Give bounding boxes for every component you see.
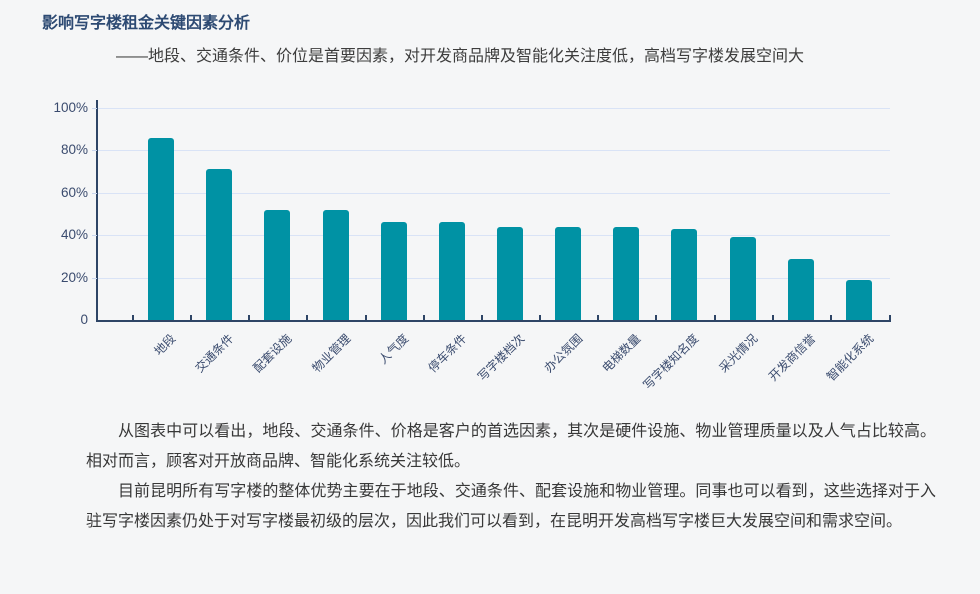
category-slot: 写字楼知名度 [641, 100, 713, 392]
gridline-80% [98, 150, 890, 152]
gridline-100% [98, 108, 890, 109]
y-axis-tick [92, 150, 97, 152]
page-subtitle: ——地段、交通条件、价位是首要因素，对开发商品牌及智能化关注度低，高档写字楼发展… [116, 48, 805, 65]
analysis-paragraph-2: 目前昆明所有写字楼的整体优势主要在于地段、交通条件、配套设施和物业管理。同事也可… [86, 483, 936, 530]
bar-chart: 0 20% 40% 60% 80% 100% 地段 交通条件 配套设施 物业管理 人气度 停车条件写… [0, 100, 980, 405]
category-slot: 交通条件 [190, 100, 248, 375]
y-axis-tick [92, 108, 97, 109]
bar-电梯数量 [613, 227, 640, 320]
category-slot: 办公氛围 [539, 100, 597, 375]
x-axis-label: 采光情况 [716, 331, 760, 376]
bar-物业管理 [322, 210, 349, 320]
category-slot: 写字楼档次 [475, 100, 539, 384]
x-axis-label: 智能化系统 [823, 331, 877, 384]
x-axis-label: 交通条件 [192, 331, 237, 376]
gridline-40% [98, 235, 890, 237]
x-axis-label: 写字楼知名度 [640, 331, 702, 393]
x-axis-label: 写字楼档次 [474, 331, 528, 384]
y-axis-tick [92, 235, 97, 237]
category-slot: 配套设施 [248, 100, 306, 375]
y-axis-label: 20% [60, 269, 88, 285]
x-axis-label: 电梯数量 [599, 331, 644, 376]
bar-办公氛围 [555, 227, 582, 320]
category-slot: 停车条件 [422, 100, 481, 375]
analysis-text-block: 从图表中可以看出，地段、交通条件、价格是客户的首选因素，其次是硬件设施、物业管理… [86, 417, 936, 537]
bar-开发商信誉 [787, 259, 814, 320]
bar-停车条件 [438, 222, 465, 320]
report-page: 影响写字楼租金关键因素分析 ——地段、交通条件、价位是首要因素，对开发商品牌及智… [0, 14, 980, 594]
gridline-60% [98, 192, 890, 194]
x-axis-label: 开发商信誉 [765, 331, 819, 384]
bar-配套设施 [264, 210, 291, 320]
y-axis-label: 60% [60, 184, 88, 200]
category-slot: 开发商信誉 [766, 100, 830, 384]
x-axis-label: 配套设施 [250, 331, 295, 376]
y-axis-tick [92, 192, 97, 194]
category-slot: 人气度 [364, 100, 423, 367]
category-slot: 智能化系统 [824, 100, 888, 384]
x-axis-label: 人气度 [375, 331, 412, 367]
x-axis-label: 物业管理 [309, 331, 353, 376]
x-axis-label: 办公氛围 [541, 331, 586, 376]
bar-采光情况 [729, 237, 756, 320]
bar-交通条件 [206, 169, 233, 320]
category-slot: 采光情况 [713, 100, 772, 375]
bar-series: 地段 交通条件 配套设施 物业管理 人气度 停车条件 写字楼档次 办公氛围 电梯数量 写字楼知名度… [98, 100, 890, 392]
y-axis-labels: 0 20% 40% 60% 80% 100% [0, 100, 88, 327]
category-slot: 电梯数量 [597, 100, 655, 375]
bar-写字楼知名度 [671, 229, 698, 320]
y-axis-label: 40% [60, 227, 88, 243]
category-slot: 地段 [132, 100, 190, 358]
y-axis-label: 0 [80, 312, 88, 327]
bar-地段 [148, 138, 175, 320]
bar-人气度 [380, 222, 407, 320]
bar-写字楼档次 [497, 227, 524, 320]
plot-area: 地段 交通条件 配套设施 物业管理 人气度 停车条件 写字楼档次 办公氛围 电梯数量 写字楼知名度… [92, 100, 891, 392]
category-slot: 物业管理 [306, 100, 364, 375]
x-axis-label: 地段 [151, 331, 179, 359]
analysis-paragraph-1: 从图表中可以看出，地段、交通条件、价格是客户的首选因素，其次是硬件设施、物业管理… [86, 423, 936, 470]
x-axis-label: 停车条件 [425, 331, 470, 376]
page-title: 影响写字楼租金关键因素分析 [42, 15, 251, 32]
bar-智能化系统 [845, 280, 872, 320]
y-axis-label: 80% [60, 142, 88, 158]
y-axis-tick [92, 277, 97, 279]
gridline-20% [98, 277, 890, 279]
y-axis-label: 100% [53, 100, 88, 115]
